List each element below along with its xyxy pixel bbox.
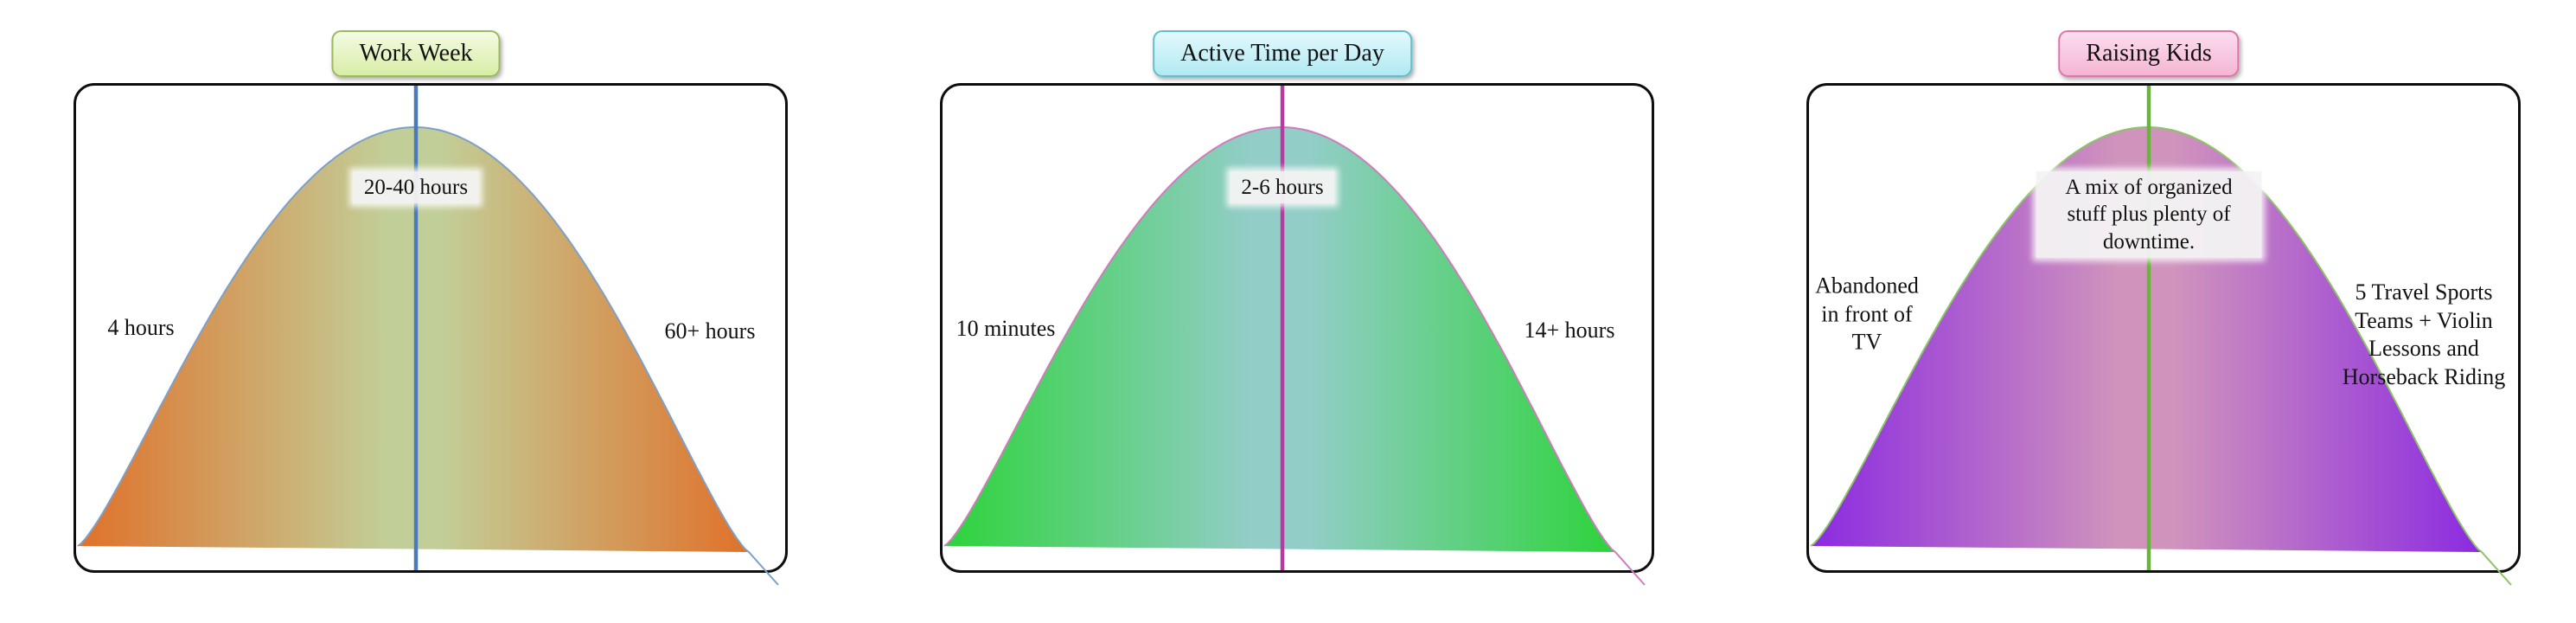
chart-title: Work Week: [359, 40, 473, 67]
left-tail-annotation: 4 hours: [107, 314, 175, 340]
peak-annotation: 2-6 hours: [1230, 171, 1335, 204]
raising-kids-chart-panel: Raising Kids A mix of organized stuff pl…: [1806, 30, 2521, 586]
chart-title: Active Time per Day: [1180, 40, 1384, 67]
right-tail-annotation: 60+ hours: [664, 318, 756, 344]
peak-annotation: 20-40 hours: [352, 171, 480, 204]
bell-curve-svg: [943, 86, 1646, 586]
bell-curve-svg: [77, 86, 779, 586]
left-tail-annotation: 10 minutes: [956, 315, 1056, 341]
peak-annotation: A mix of organized stuff plus plenty of …: [2036, 171, 2262, 258]
active-time-chart-panel: Active Time per Day 2-6 hours 10 minutes…: [940, 30, 1654, 586]
chart-title: Raising Kids: [2086, 40, 2212, 67]
right-tail-annotation: 5 Travel Sports Teams + Violin Lessons a…: [2342, 279, 2506, 389]
chart-title-box: Raising Kids: [2058, 30, 2240, 77]
right-tail-annotation: 14+ hours: [1524, 317, 1615, 343]
chart-title-box: Work Week: [331, 30, 501, 77]
bell-curve-svg: [1810, 86, 2512, 586]
chart-title-box: Active Time per Day: [1153, 30, 1412, 77]
work-week-chart-panel: Work Week 20-40 hours 4 hours 60+ hours: [74, 30, 788, 586]
left-tail-annotation: Abandoned in front of TV: [1815, 273, 1919, 355]
